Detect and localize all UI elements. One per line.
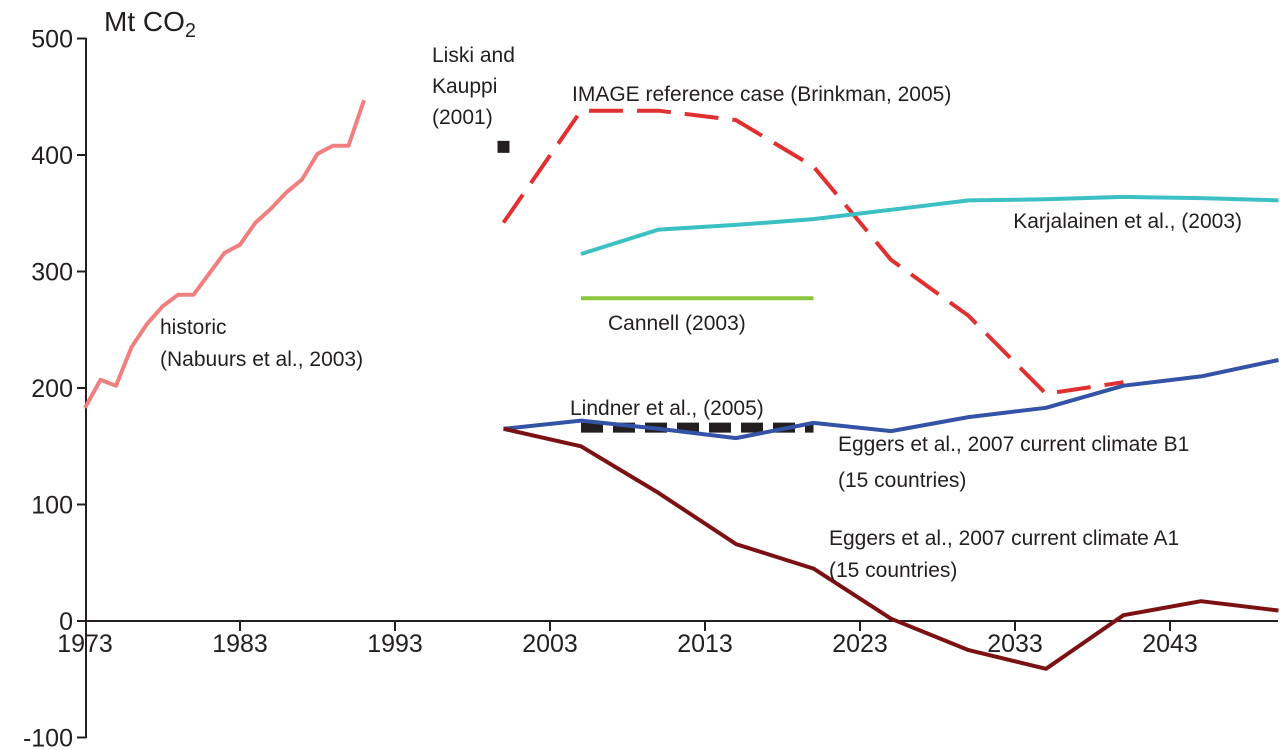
y-tick-label: 400	[31, 142, 73, 170]
annotation-liski-3: (2001)	[432, 106, 493, 129]
series-line-eggers_a1	[503, 426, 1279, 671]
annotation-eggers-b1-1: Eggers et al., 2007 current climate B1	[838, 433, 1189, 456]
annotation-lindner-1: Lindner et al., (2005)	[570, 397, 764, 420]
series-layer	[83, 99, 1279, 671]
series-eggers_b1	[503, 358, 1279, 441]
annotation-historic-2: (Nabuurs et al., 2003)	[160, 348, 363, 371]
series-eggers_a1	[503, 426, 1279, 671]
x-ticks: 1973 1983 1993 2003 2013 2023 2033 2043	[57, 621, 1198, 658]
annotation-eggers-a1-2: (15 countries)	[829, 559, 957, 582]
series-karjalainen	[580, 194, 1279, 256]
y-ticks: -100 0 100 200 300 400 500	[23, 26, 86, 750]
x-tick-label: 2003	[522, 630, 578, 658]
x-tick-label: 2013	[677, 630, 733, 658]
series-line-historic	[83, 99, 366, 409]
x-tick-label: 1993	[367, 630, 423, 658]
annotation-eggers-b1-2: (15 countries)	[838, 469, 966, 492]
y-tick-label: 100	[31, 492, 73, 520]
series-line-karjalainen	[580, 194, 1279, 256]
y-tick-label: 500	[31, 26, 73, 54]
annotation-historic-1: historic	[160, 316, 227, 339]
y-tick-label: 0	[59, 608, 73, 636]
y-tick-label: 200	[31, 375, 73, 403]
y-tick-label: 300	[31, 259, 73, 287]
annotation-liski-1: Liski and	[432, 44, 515, 67]
x-tick-label: 2033	[987, 630, 1043, 658]
series-line-image	[501, 108, 1124, 396]
series-image	[501, 108, 1124, 396]
x-tick-label: 1983	[212, 630, 268, 658]
x-tick-label: 1973	[57, 630, 113, 658]
y-tick-label: -100	[23, 725, 73, 750]
annotation-layer: historic (Nabuurs et al., 2003) Liski and K…	[160, 44, 1242, 582]
annotation-karjalainen-1: Karjalainen et al., (2003)	[1013, 210, 1242, 233]
annotation-eggers-a1-1: Eggers et al., 2007 current climate A1	[829, 527, 1179, 550]
series-line-eggers_b1	[503, 358, 1279, 441]
annotation-image-1: IMAGE reference case (Brinkman, 2005)	[572, 83, 951, 106]
annotation-liski-2: Kauppi	[432, 75, 497, 98]
y-axis-unit-label: Mt CO2	[104, 6, 196, 42]
x-tick-label: 2023	[832, 630, 888, 658]
series-historic	[83, 99, 366, 409]
series-liski	[497, 140, 510, 153]
annotation-cannell-1: Cannell (2003)	[608, 312, 746, 335]
x-tick-label: 2043	[1142, 630, 1198, 658]
data-point-liski	[497, 140, 510, 153]
